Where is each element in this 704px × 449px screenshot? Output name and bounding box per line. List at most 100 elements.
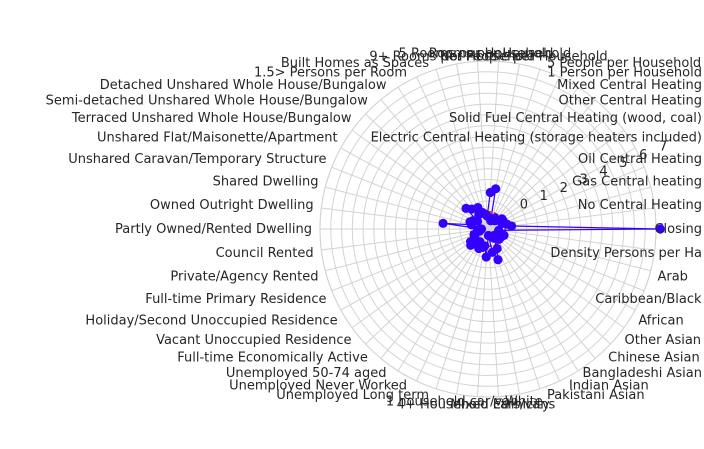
- category-label: Closing: [654, 222, 702, 237]
- series-point: [655, 224, 665, 234]
- category-label: 4+ Household cars/vans: [397, 398, 556, 413]
- category-label: Built Homes as Spaces: [281, 56, 429, 71]
- category-label: Indian Asian: [569, 378, 649, 393]
- series-point: [485, 187, 495, 198]
- grid-spoke: [435, 228, 489, 389]
- category-label: 1 household car/van: [386, 394, 519, 409]
- radial-tick-label: 5: [619, 156, 627, 171]
- grid-spoke: [487, 228, 625, 329]
- category-label: Electric Central Heating (storage heater…: [371, 131, 702, 146]
- grid-spoke: [487, 228, 655, 251]
- category-label: White: [505, 394, 543, 409]
- series-point: [480, 241, 490, 251]
- grid-spoke: [487, 86, 579, 230]
- category-label: No Central Heating: [578, 198, 702, 213]
- grid-spoke: [435, 69, 489, 230]
- category-label: Unshared Flat/Maisonette/Apartment: [97, 131, 338, 146]
- category-label: Gas Central heating: [572, 175, 702, 190]
- category-label: 5 Rooms per Household: [399, 46, 554, 61]
- category-label: Detached Unshared Whole House/Bungalow: [100, 78, 387, 93]
- grid-spoke: [487, 228, 651, 272]
- category-label: No. People per Household: [440, 50, 608, 65]
- radial-tick-label: 0: [520, 197, 528, 212]
- grid-spoke: [487, 166, 645, 230]
- radial-tick-label: 2: [560, 181, 568, 196]
- category-label: Private/Agency Rented: [170, 269, 318, 284]
- category-label: Semi-detached Unshared Whole House/Bunga…: [46, 93, 369, 108]
- grid-spoke: [397, 228, 489, 372]
- category-label: Other Asian: [625, 333, 702, 348]
- category-label: Vacant Unoccupied Residence: [156, 333, 351, 348]
- grid-spoke: [325, 186, 489, 230]
- grid-spoke: [331, 166, 489, 230]
- grid-spoke: [487, 113, 611, 230]
- category-label: Mixed Central Heating: [557, 78, 702, 93]
- series-point: [474, 209, 484, 220]
- category-label: 5 People per Household: [547, 56, 701, 71]
- category-label: Owned Outright Dwelling: [150, 198, 314, 213]
- category-labels: Closing No Central Heating Gas Central hea…: [46, 46, 702, 412]
- grid-spoke: [487, 228, 636, 311]
- grid-spoke: [321, 228, 489, 251]
- radial-tick-label: 4: [599, 164, 607, 179]
- series-point: [461, 203, 471, 213]
- series-point: [494, 225, 504, 235]
- category-label: Full-time Economically Active: [177, 351, 368, 366]
- category-label: Density Persons per Ha: [550, 246, 702, 261]
- grid-spoke: [325, 228, 489, 272]
- grid-spoke: [380, 228, 489, 359]
- grid-spoke: [487, 228, 611, 345]
- grid-spoke: [476, 61, 489, 230]
- category-label: Chinese Asian: [608, 351, 700, 366]
- grid-spoke: [487, 228, 579, 372]
- category-label: Terraced Unshared Whole House/Bungalow: [71, 111, 352, 126]
- grid-spoke: [487, 147, 636, 230]
- category-label: Unemployed Never Worked: [229, 378, 407, 393]
- grid-spoke: [416, 228, 489, 382]
- category-label: Oil Central Heating: [578, 152, 702, 167]
- category-label: Pakistani Asian: [547, 388, 645, 403]
- category-label: 1.5> Persons per Room: [254, 66, 407, 81]
- grid-spoke: [487, 228, 645, 292]
- grid-spoke: [487, 69, 541, 230]
- category-label: African: [638, 313, 683, 328]
- grid-spoke: [487, 228, 560, 382]
- category-label: Holiday/Second Unoccupied Residence: [85, 313, 337, 328]
- category-label: Partly Owned/Rented Dwelling: [115, 222, 312, 237]
- category-label: 1 Person per Household: [547, 66, 702, 81]
- category-label: Unemployed Long term: [276, 388, 429, 403]
- category-label: Bangladeshi Asian: [583, 366, 702, 381]
- category-label: Council Rented: [216, 246, 314, 261]
- series-point: [492, 243, 502, 254]
- grid-spoke: [340, 228, 489, 311]
- category-label: Solid Fuel Central Heating (wood, coal): [449, 111, 702, 126]
- category-label: Full-time Primary Residence: [145, 292, 326, 307]
- grid-spoke: [487, 186, 651, 230]
- series-point: [466, 220, 476, 230]
- category-label: Unemployed 50-74 aged: [226, 366, 387, 381]
- grid-spoke: [487, 76, 560, 230]
- grid-spoke: [331, 228, 489, 292]
- category-label: Mixed Ethnicity: [450, 398, 550, 413]
- category-label: Other Central Heating: [559, 93, 702, 108]
- grid-spoke: [351, 228, 489, 329]
- radial-tick-label: 7: [659, 140, 667, 155]
- radial-tick-label: 1: [540, 189, 548, 204]
- grid-spoke: [487, 99, 596, 230]
- grid-spoke: [487, 228, 596, 359]
- category-label: Caribbean/Black: [595, 292, 702, 307]
- category-label: Arab: [657, 269, 687, 284]
- grid-spoke: [456, 63, 489, 230]
- radial-tick-label: 6: [639, 148, 647, 163]
- series-point: [438, 218, 448, 228]
- radial-tick-label: 3: [579, 173, 587, 188]
- category-label: Shared Dwelling: [213, 175, 319, 190]
- series-point: [493, 255, 503, 265]
- category-label: Unshared Caravan/Temporary Structure: [68, 152, 326, 167]
- category-label: Rooms per Household: [429, 46, 571, 61]
- data-series-layer: [438, 184, 665, 265]
- grid-spoke: [487, 129, 625, 230]
